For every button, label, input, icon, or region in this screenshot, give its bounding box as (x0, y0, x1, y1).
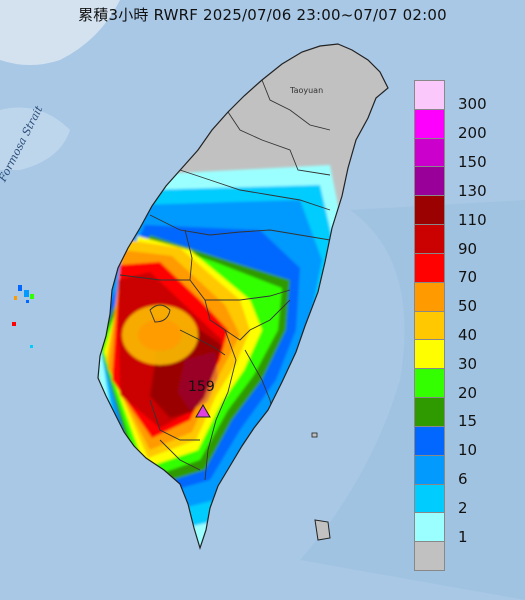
legend-swatch (414, 281, 445, 312)
color-legend: 300 200 150 130 110 90 70 50 40 30 20 15 10 6 2 1 (414, 80, 504, 571)
legend-label: 130 (458, 181, 487, 200)
county-borders (119, 79, 331, 481)
legend-label: 6 (458, 470, 468, 489)
city-label: Taoyuan (290, 86, 324, 95)
legend-swatch (414, 425, 445, 456)
legend-label: 150 (458, 153, 487, 172)
orchid-island (314, 519, 331, 541)
cloud-patch-2 (0, 107, 70, 170)
legend-swatch (414, 512, 445, 543)
legend-label: 90 (458, 239, 478, 258)
legend-swatch (414, 224, 445, 254)
green-island (311, 432, 318, 438)
cloud-patch (0, 0, 120, 65)
legend-label: 50 (458, 297, 478, 316)
legend-swatch (414, 252, 445, 283)
rain-130mm (178, 352, 218, 410)
legend-label: 30 (458, 354, 478, 373)
legend-label: 1 (458, 527, 468, 546)
legend-swatch (414, 454, 445, 485)
legend-label: 20 (458, 383, 478, 402)
legend-swatch (414, 483, 445, 514)
max-rain-marker (195, 404, 211, 418)
max-rain-value: 159 (188, 379, 215, 395)
legend-swatch (414, 80, 445, 110)
penghu-islands (12, 285, 34, 348)
legend-swatch (414, 137, 445, 168)
taiwan-coastline (97, 43, 389, 550)
legend-swatch (414, 195, 445, 226)
legend-swatch (414, 108, 445, 139)
legend-swatch (414, 368, 445, 399)
legend-swatch (414, 541, 445, 571)
legend-swatch (414, 310, 445, 341)
legend-label: 15 (458, 412, 478, 431)
map-title: 累積3小時 RWRF 2025/07/06 23:00~07/07 02:00 (78, 6, 447, 24)
legend-label: 110 (458, 210, 487, 229)
legend-label: 300 (458, 95, 487, 114)
legend-label: 10 (458, 441, 478, 460)
legend-label: 70 (458, 268, 478, 287)
legend-label: 2 (458, 498, 468, 517)
legend-swatch (414, 339, 445, 370)
legend-swatch (414, 397, 445, 427)
legend-label: 200 (458, 124, 487, 143)
legend-label: 40 (458, 326, 478, 344)
legend-swatch (414, 166, 445, 197)
sea-shade (300, 200, 525, 600)
